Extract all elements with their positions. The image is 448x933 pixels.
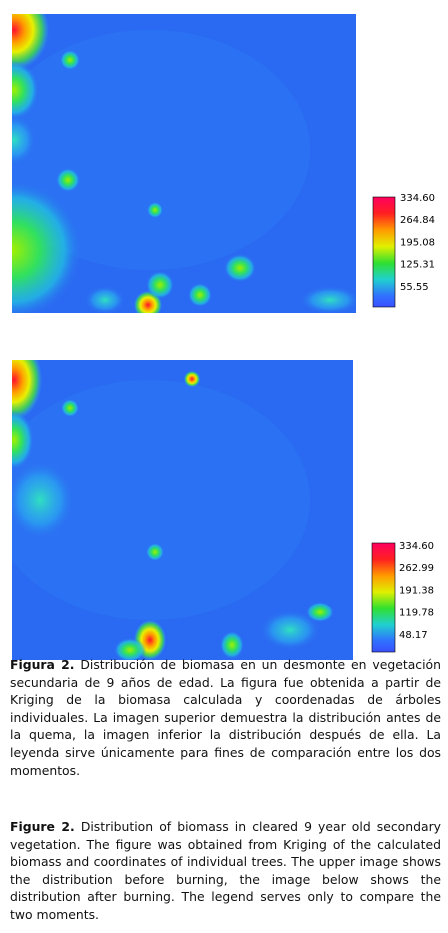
colorbar-label: 334.60 xyxy=(399,541,434,552)
colorbar-label: 195.08 xyxy=(400,237,435,248)
caption-label: Figura 2. xyxy=(10,657,75,672)
colorbar-labels: 334.60 264.84 195.08 125.31 55.55 xyxy=(400,193,435,293)
colorbar-labels: 334.60 262.99 191.38 119.78 48.17 xyxy=(399,541,434,641)
colorbar-label: 262.99 xyxy=(399,563,434,574)
heatmap-after xyxy=(12,360,353,660)
caption-es: Figura 2. Distribución de biomasa en un … xyxy=(10,656,441,779)
caption-en: Figure 2. Distribution of biomass in cle… xyxy=(10,818,441,924)
caption-text: Distribution of biomass in cleared 9 yea… xyxy=(10,819,441,922)
colorbar-label: 48.17 xyxy=(399,630,428,641)
colorbar-label: 264.84 xyxy=(400,215,435,226)
caption-label: Figure 2. xyxy=(10,819,75,834)
colorbar-label: 119.78 xyxy=(399,608,434,619)
colorbar-label: 191.38 xyxy=(399,585,434,596)
colorbar-label: 125.31 xyxy=(400,260,435,271)
caption-text: Distribución de biomasa en un desmonte e… xyxy=(10,657,441,778)
colorbar-label: 334.60 xyxy=(400,193,435,204)
colorbar-label: 55.55 xyxy=(400,282,429,293)
colorbar xyxy=(372,196,396,308)
colorbar xyxy=(371,542,396,653)
heatmap-before xyxy=(12,14,356,313)
